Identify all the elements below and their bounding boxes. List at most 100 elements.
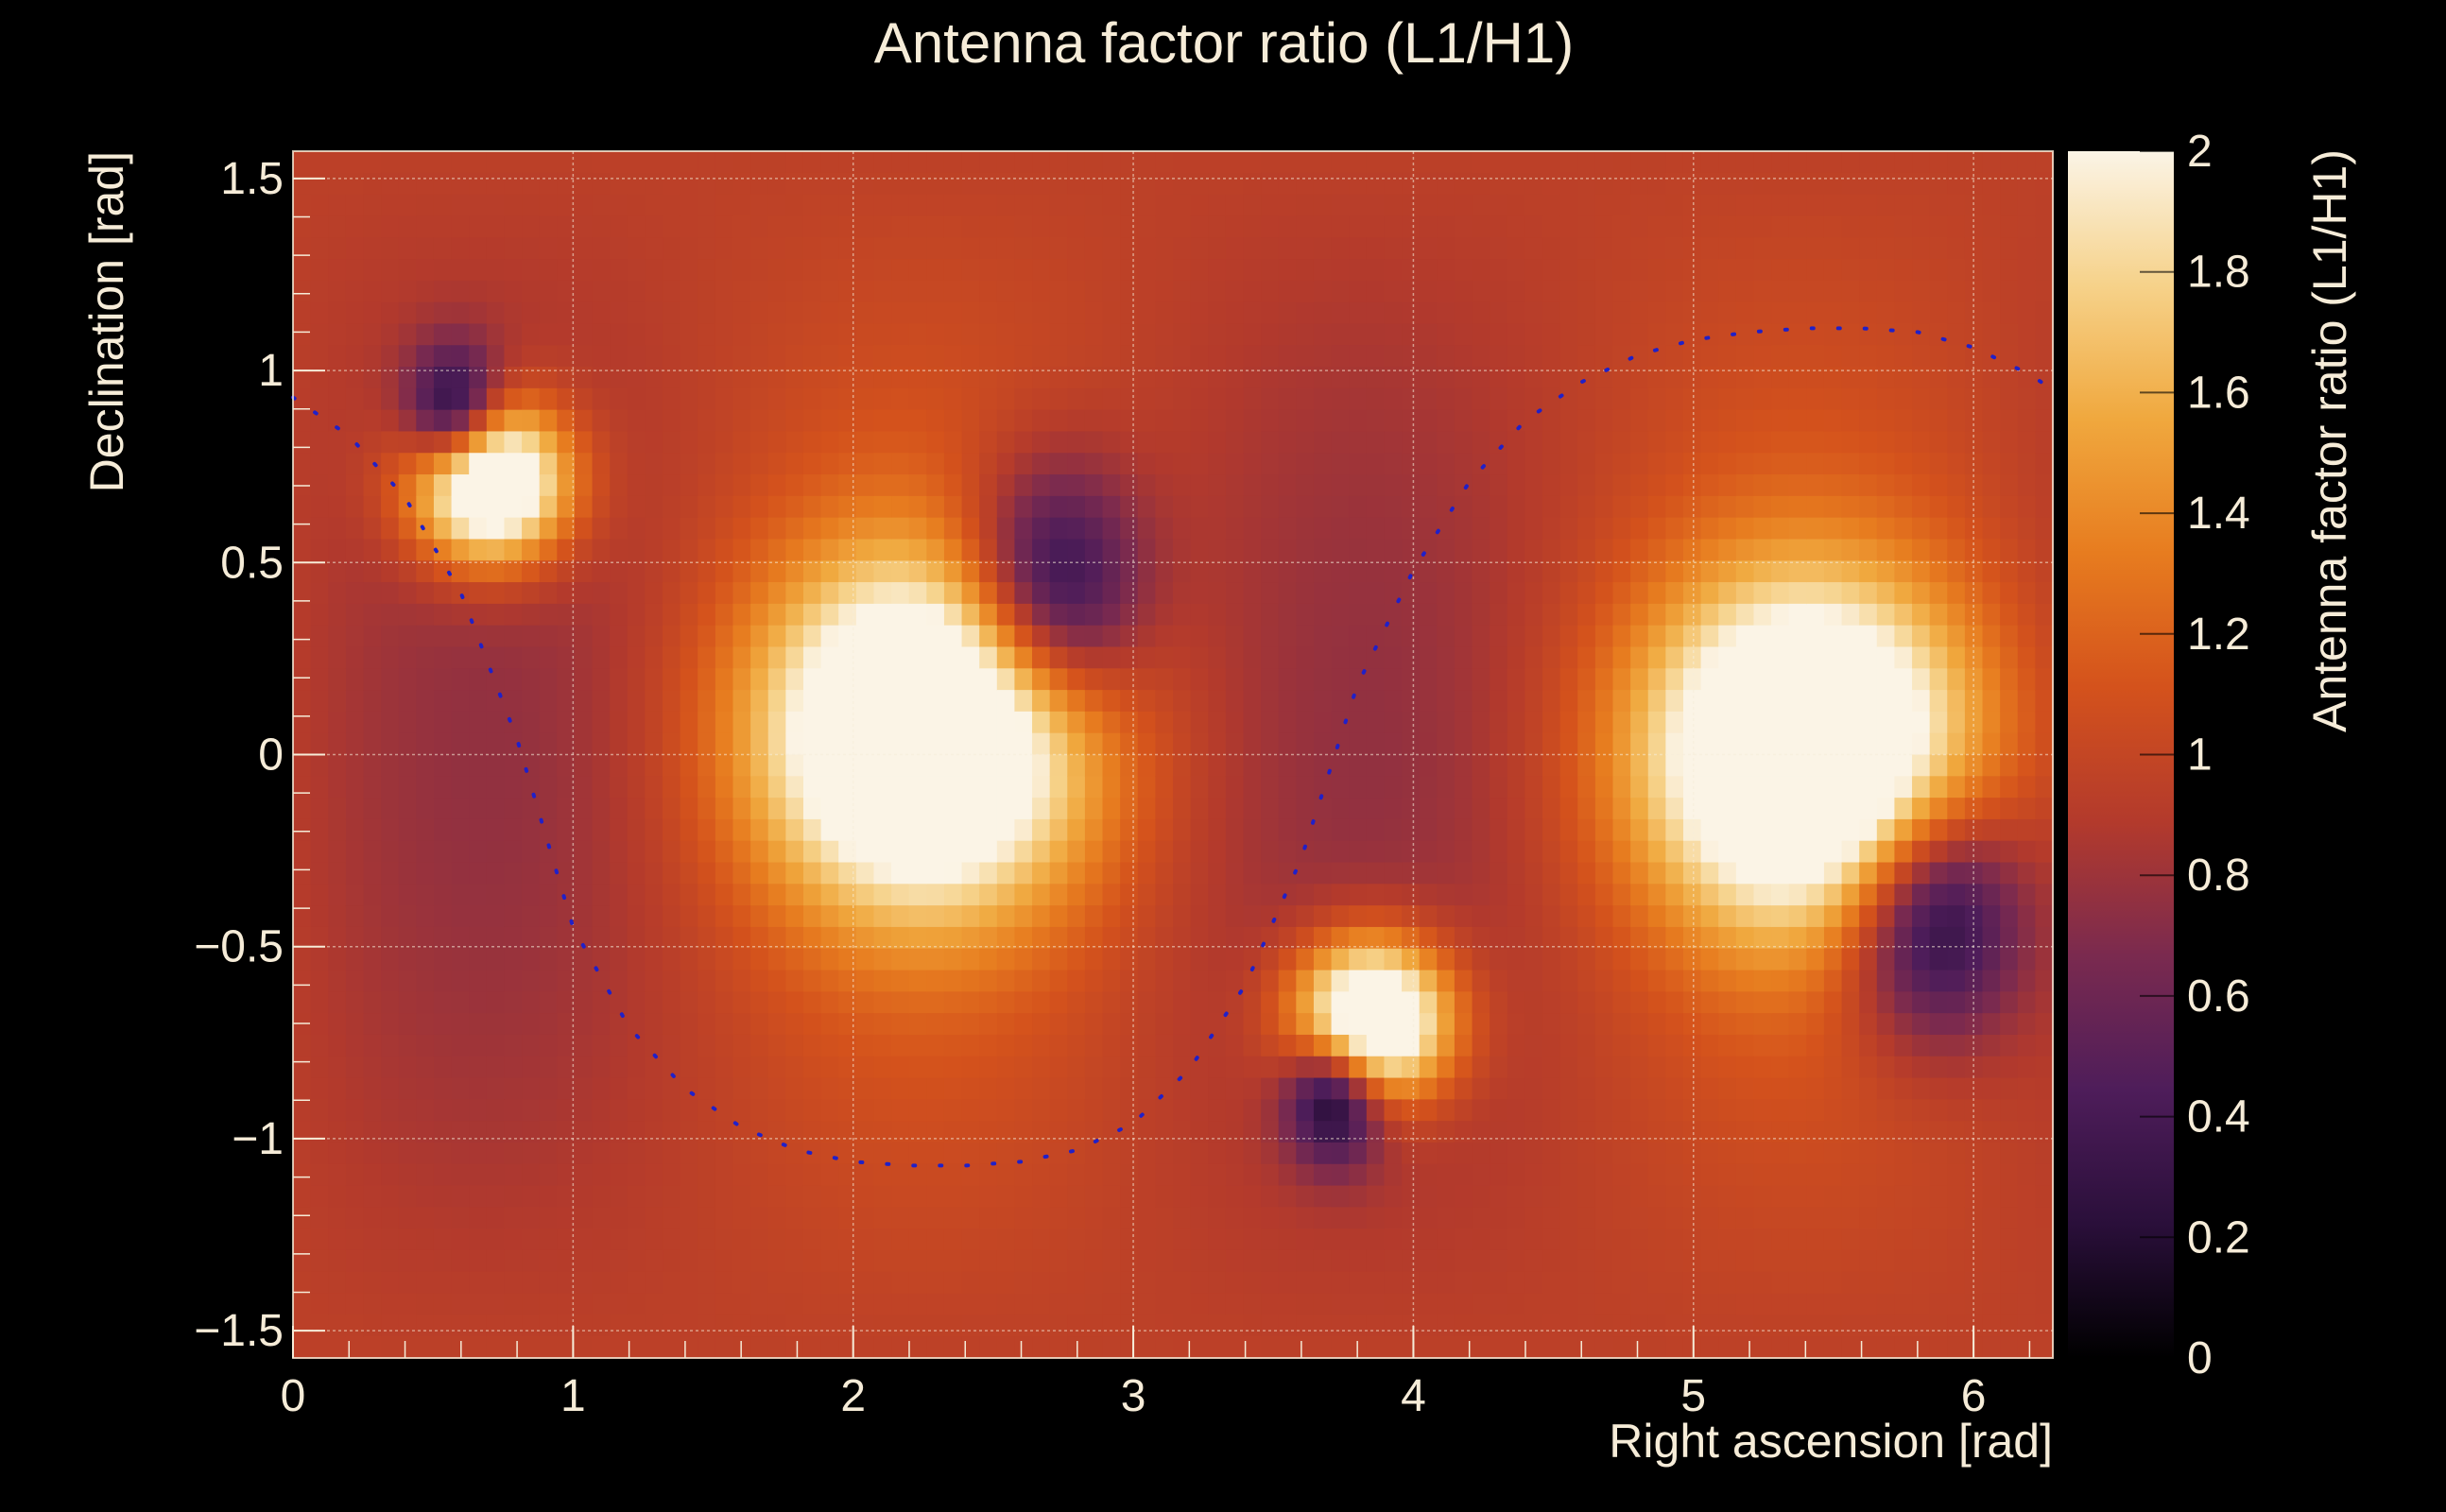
heatmap-cell [1472, 1163, 1490, 1187]
heatmap-cell [345, 1099, 365, 1122]
heatmap-cell [1753, 323, 1772, 346]
heatmap-cell [1296, 798, 1315, 820]
heatmap-cell [926, 301, 945, 325]
heatmap-cell [1771, 905, 1790, 928]
heatmap-cell [750, 862, 769, 885]
heatmap-cell [1665, 1142, 1684, 1165]
heatmap-cell [1067, 1207, 1086, 1229]
heatmap-cell [698, 387, 716, 411]
heatmap-cell [926, 387, 945, 411]
heatmap-cell [1524, 646, 1543, 669]
heatmap-cell [680, 1336, 698, 1359]
heatmap-cell [293, 151, 312, 174]
heatmap-cell [1542, 215, 1561, 238]
heatmap-cell [1788, 517, 1807, 541]
heatmap-cell [627, 539, 646, 561]
heatmap-cell [891, 948, 910, 971]
heatmap-cell [1349, 301, 1368, 325]
heatmap-cell [592, 539, 611, 561]
heatmap-cell [1243, 603, 1262, 627]
heatmap-cell [328, 474, 347, 497]
heatmap-cell [592, 732, 611, 756]
heatmap-cell [1296, 1142, 1315, 1165]
heatmap-cell [1771, 840, 1790, 864]
heatmap-cell [1261, 1185, 1280, 1208]
heatmap-cell [732, 1077, 751, 1100]
heatmap-cell [979, 905, 998, 928]
heatmap-cell [486, 603, 506, 627]
heatmap-cell [1067, 754, 1086, 777]
heatmap-cell [486, 776, 506, 799]
heatmap-cell [1349, 732, 1368, 756]
heatmap-cell [469, 1034, 488, 1057]
heatmap-cell [1718, 172, 1737, 196]
heatmap-cell [1225, 970, 1245, 992]
heatmap-cell [820, 926, 839, 950]
heatmap-cell [891, 1271, 910, 1295]
heatmap-cell [1243, 884, 1262, 906]
heatmap-cell [1155, 387, 1174, 411]
heatmap-cell [1261, 970, 1280, 992]
heatmap-cell [1437, 1013, 1456, 1036]
heatmap-cell [1490, 517, 1508, 541]
heatmap-cell [979, 970, 998, 992]
heatmap-cell [1137, 194, 1156, 217]
heatmap-cell [1612, 1314, 1631, 1337]
heatmap-cell [1208, 495, 1227, 519]
heatmap-cell [1102, 517, 1121, 541]
heatmap-cell [363, 431, 382, 454]
heatmap-cell [539, 1293, 558, 1315]
heatmap-cell [381, 367, 400, 389]
heatmap-cell [1437, 1121, 1456, 1143]
heatmap-cell [663, 926, 681, 950]
heatmap-cell [469, 754, 488, 777]
heatmap-cell [1788, 1293, 1807, 1315]
heatmap-cell [1542, 1056, 1561, 1079]
heatmap-cell [1806, 409, 1825, 433]
heatmap-cell [943, 754, 963, 777]
heatmap-cell [1594, 474, 1614, 497]
heatmap-cell [1507, 776, 1525, 799]
heatmap-cell [750, 991, 769, 1014]
heatmap-cell [1841, 798, 1860, 820]
heatmap-cell [1718, 625, 1737, 648]
heatmap-cell [715, 582, 734, 605]
heatmap-cell [345, 1163, 365, 1187]
heatmap-cell [1507, 474, 1525, 497]
heatmap-cell [1700, 409, 1719, 433]
heatmap-cell [1559, 840, 1578, 864]
heatmap-cell [1437, 560, 1456, 583]
heatmap-cell [557, 1228, 576, 1251]
heatmap-cell [1735, 172, 1755, 196]
heatmap-cell [1032, 301, 1051, 325]
heatmap-cell [1577, 862, 1596, 885]
heatmap-cell [1137, 431, 1156, 454]
heatmap-cell [1049, 690, 1068, 713]
heatmap-cell [996, 194, 1016, 217]
heatmap-cell [363, 495, 382, 519]
heatmap-cell [345, 754, 365, 777]
heatmap-cell [610, 1142, 629, 1165]
heatmap-cell [1032, 1293, 1051, 1315]
heatmap-cell [1472, 1099, 1490, 1122]
heatmap-cell [1067, 237, 1086, 260]
heatmap-cell [293, 172, 312, 196]
heatmap-cell [1349, 453, 1368, 475]
heatmap-cell [1208, 1207, 1227, 1229]
heatmap-cell [363, 1056, 382, 1079]
heatmap-cell [1032, 495, 1051, 519]
heatmap-cell [1490, 301, 1508, 325]
heatmap-cell [486, 862, 506, 885]
heatmap-cell [363, 1271, 382, 1295]
heatmap-cell [908, 259, 927, 282]
heatmap-cell [1190, 754, 1209, 777]
heatmap-cell [1735, 711, 1755, 734]
heatmap-cell [1208, 259, 1227, 282]
heatmap-cell [1349, 1056, 1368, 1079]
heatmap-cell [663, 798, 681, 820]
heatmap-cell [1507, 431, 1525, 454]
heatmap-cell [310, 798, 329, 820]
heatmap-cell [504, 367, 523, 389]
heatmap-cell [1542, 1271, 1561, 1295]
heatmap-cell [627, 884, 646, 906]
